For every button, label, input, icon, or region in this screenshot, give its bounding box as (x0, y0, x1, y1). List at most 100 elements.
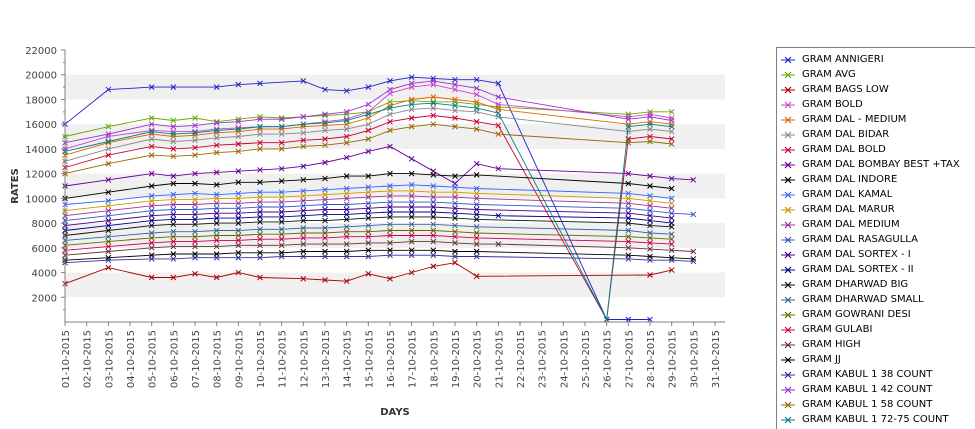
legend-marker-icon (781, 294, 795, 306)
data-point (213, 274, 220, 281)
data-point (430, 105, 437, 111)
legend-marker-icon (781, 84, 795, 96)
data-point (213, 243, 220, 250)
x-axis-label: DAYS (380, 407, 410, 418)
data-point (365, 240, 372, 246)
legend-marker-icon (781, 279, 795, 291)
data-point (387, 118, 393, 125)
data-point (105, 222, 112, 229)
data-point (625, 215, 632, 221)
legend-item: GRAM KABUL 1 58 COUNT (781, 397, 932, 412)
legend-label: GRAM DAL SORTEX - I (802, 249, 911, 260)
series-19 (62, 238, 697, 259)
series-line (64, 107, 672, 162)
data-point (213, 210, 220, 217)
data-point (257, 139, 263, 146)
legend-marker-icon (781, 324, 795, 336)
data-point (148, 202, 155, 209)
data-point (668, 215, 675, 221)
data-point (148, 256, 155, 262)
data-point (278, 226, 285, 233)
data-point (213, 200, 220, 207)
data-point (213, 142, 220, 149)
data-point (343, 241, 350, 247)
data-point (257, 274, 263, 281)
data-point (495, 241, 502, 247)
data-point (235, 227, 242, 234)
data-point (647, 133, 653, 140)
data-point (452, 205, 458, 212)
y-tick-label: 4000 (32, 269, 57, 280)
data-point (668, 257, 675, 264)
data-point (647, 230, 653, 236)
legend-marker-icon (781, 369, 795, 381)
data-point (257, 226, 263, 233)
legend-label: GRAM BAGS LOW (802, 84, 889, 95)
data-point (170, 128, 177, 135)
series-9 (62, 181, 675, 208)
data-point (473, 211, 480, 218)
x-tick-label: 18-10-2015 (429, 330, 440, 388)
x-tick-label: 10-10-2015 (256, 330, 267, 388)
legend-marker-icon (781, 174, 795, 186)
data-point (192, 152, 198, 158)
data-point (105, 233, 112, 240)
data-point (343, 216, 350, 223)
data-point (278, 194, 285, 200)
data-point (322, 277, 328, 283)
data-point (192, 180, 198, 187)
data-point (647, 121, 653, 128)
x-tick-label: 17-10-2015 (408, 330, 419, 388)
data-point (213, 205, 220, 212)
data-point (495, 94, 502, 100)
data-point (148, 193, 155, 199)
data-point (322, 122, 328, 129)
data-point (625, 220, 632, 226)
x-tick-label: 04-10-2015 (126, 330, 137, 388)
data-point (192, 254, 198, 261)
data-point (387, 111, 393, 118)
data-point (322, 86, 328, 93)
data-point (365, 270, 372, 277)
data-point (278, 219, 285, 225)
data-point (408, 101, 415, 108)
legend-item: GRAM DAL BOLD (781, 142, 886, 157)
series-line (64, 76, 650, 320)
data-point (300, 137, 307, 144)
series-5 (62, 105, 675, 165)
legend-label: GRAM GULABI (802, 324, 873, 335)
data-point (647, 222, 653, 229)
data-point (322, 191, 328, 198)
data-point (192, 211, 198, 218)
data-point (213, 227, 220, 234)
data-point (192, 137, 198, 144)
data-point (668, 267, 675, 273)
data-point (278, 231, 285, 238)
data-point (473, 253, 480, 260)
data-point (170, 251, 177, 257)
data-point (408, 221, 415, 228)
data-point (300, 253, 307, 260)
legend-marker-icon (781, 144, 795, 156)
data-point (300, 197, 307, 204)
data-point (495, 80, 502, 87)
data-point (647, 202, 653, 209)
data-point (647, 246, 653, 252)
series-line (64, 249, 694, 261)
data-point (300, 176, 307, 183)
data-point (192, 270, 198, 277)
data-point (300, 217, 307, 224)
data-point (408, 269, 415, 276)
chart-legend: GRAM ANNIGERI GRAM AVG GRAM BAGS LOW GRAM B… (776, 47, 975, 429)
data-point (257, 167, 263, 173)
data-point (343, 185, 350, 192)
series-22 (62, 78, 675, 146)
data-point (278, 189, 285, 196)
y-tick-label: 12000 (25, 170, 57, 181)
data-point (365, 200, 372, 207)
data-point (235, 141, 242, 147)
data-point (365, 210, 372, 217)
data-point (365, 247, 372, 254)
data-point (322, 230, 328, 236)
data-point (170, 117, 177, 124)
